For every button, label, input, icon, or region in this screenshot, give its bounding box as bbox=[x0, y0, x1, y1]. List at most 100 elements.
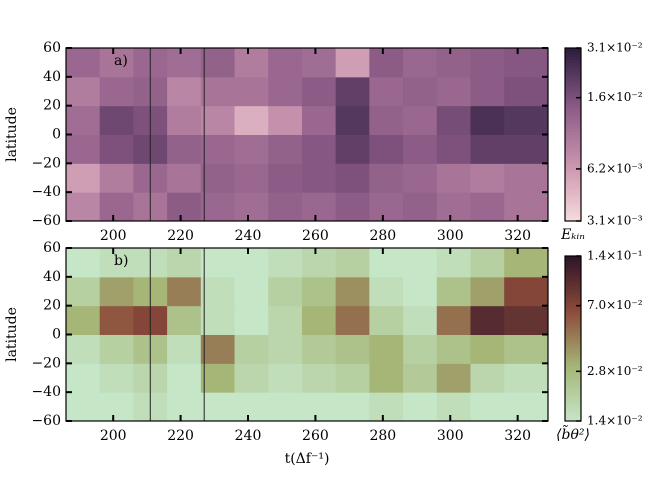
y-tick-label: 20 bbox=[43, 98, 61, 114]
colorbar-segment bbox=[565, 151, 581, 156]
colorbar-segment bbox=[565, 297, 581, 301]
colorbar-segment bbox=[565, 294, 581, 298]
heatmap-cell bbox=[403, 334, 438, 364]
colorbar-segment bbox=[565, 48, 581, 52]
heatmap-cell bbox=[403, 363, 438, 393]
y-tick-label: 40 bbox=[43, 269, 61, 285]
heatmap-cell bbox=[234, 248, 269, 278]
colorbar-segment bbox=[565, 174, 581, 179]
colorbar-tick-label: 3.1×10⁻² bbox=[587, 41, 643, 55]
heatmap-cell bbox=[504, 192, 549, 222]
heatmap-cell bbox=[268, 163, 303, 193]
heatmap-cell bbox=[66, 305, 101, 335]
heatmap-cell bbox=[167, 163, 202, 193]
y-tick-label: −60 bbox=[31, 213, 61, 229]
colorbar-segment bbox=[565, 327, 581, 331]
y-tick-label: −20 bbox=[31, 355, 61, 371]
colorbar-segment bbox=[565, 94, 581, 98]
colorbar-segment bbox=[565, 105, 581, 110]
x-tick-label: 280 bbox=[369, 228, 396, 244]
heatmap-cell bbox=[200, 48, 236, 78]
heatmap-cell bbox=[301, 305, 337, 335]
heatmap-cell bbox=[369, 363, 404, 393]
colorbar-segment bbox=[565, 256, 581, 260]
heatmap-cell bbox=[99, 276, 134, 307]
colorbar-segment bbox=[565, 363, 581, 367]
heatmap-cell bbox=[167, 276, 202, 307]
colorbar-segment bbox=[565, 330, 581, 334]
heatmap-cell bbox=[99, 334, 134, 364]
x-tick-label: 220 bbox=[167, 228, 194, 244]
colorbar-segment bbox=[565, 85, 581, 89]
colorbar-segment bbox=[565, 352, 581, 356]
heatmap-cell bbox=[268, 276, 303, 307]
heatmap-cell bbox=[66, 105, 101, 135]
colorbar-segment bbox=[565, 154, 581, 159]
heatmap-cell bbox=[66, 76, 101, 107]
colorbar-segment bbox=[565, 180, 581, 185]
colorbar-segment bbox=[565, 212, 581, 216]
heatmap-cell bbox=[369, 392, 404, 422]
heatmap-cell bbox=[200, 276, 236, 307]
heatmap-cell bbox=[369, 305, 404, 335]
heatmap-cell bbox=[99, 76, 134, 107]
heatmap-cell bbox=[200, 248, 236, 278]
colorbar-segment bbox=[565, 313, 581, 317]
heatmap-cell bbox=[301, 134, 337, 164]
colorbar-frame bbox=[564, 255, 582, 422]
heatmap-cell bbox=[504, 334, 549, 364]
heatmap-cell bbox=[470, 134, 505, 164]
colorbar-segment bbox=[565, 73, 581, 78]
heatmap-cell bbox=[470, 248, 505, 278]
colorbar-segment bbox=[565, 177, 581, 182]
heatmap-cell bbox=[335, 134, 370, 164]
colorbar-segment bbox=[565, 186, 581, 190]
heatmap-cell bbox=[403, 163, 438, 193]
heatmap-cell bbox=[436, 363, 471, 393]
heatmap-cell bbox=[335, 305, 370, 335]
y-tick-label: 60 bbox=[43, 40, 61, 56]
heatmap-cell bbox=[335, 163, 370, 193]
colorbar-tick-label: 1.6×10⁻² bbox=[587, 90, 643, 104]
colorbar-segment bbox=[565, 382, 581, 386]
y-tick-label: −40 bbox=[31, 384, 61, 400]
colorbar-segment bbox=[565, 311, 581, 315]
colorbar-segment bbox=[565, 308, 581, 312]
heatmap-cell bbox=[403, 248, 438, 278]
heatmap-cell bbox=[234, 163, 269, 193]
colorbar-segment bbox=[565, 407, 581, 411]
heatmap-cell bbox=[167, 248, 202, 278]
colorbar-segment bbox=[565, 97, 581, 101]
x-tick-label: 300 bbox=[437, 428, 464, 444]
heatmap-cell bbox=[200, 76, 236, 107]
heatmap-cell bbox=[470, 192, 505, 222]
heatmap-cell bbox=[504, 248, 549, 278]
heatmap-cell bbox=[403, 48, 438, 78]
heatmap-cell bbox=[99, 48, 134, 78]
heatmap-cell bbox=[66, 248, 101, 278]
colorbar-segment bbox=[565, 131, 581, 135]
colorbar-segment bbox=[565, 377, 581, 381]
heatmap-cell bbox=[403, 134, 438, 164]
colorbar-segment bbox=[565, 289, 581, 293]
colorbar-segment bbox=[565, 88, 581, 92]
heatmap-cell bbox=[301, 363, 337, 393]
colorbar-segment bbox=[565, 291, 581, 295]
heatmap-cell bbox=[268, 334, 303, 364]
colorbar-segment bbox=[565, 366, 581, 370]
colorbar-segment bbox=[565, 393, 581, 397]
heatmap-cell bbox=[403, 105, 438, 135]
heatmap-cell bbox=[504, 276, 549, 307]
heatmap-cell bbox=[504, 105, 549, 135]
x-tick-label: 240 bbox=[235, 428, 262, 444]
colorbar-tick-label: 1.4×10⁻¹ bbox=[587, 249, 643, 263]
heatmap-cell bbox=[99, 305, 134, 335]
heatmap-cell bbox=[234, 105, 269, 135]
colorbar-segment bbox=[565, 195, 581, 199]
colorbar-segment bbox=[565, 360, 581, 364]
colorbar-segment bbox=[565, 404, 581, 408]
colorbar-segment bbox=[565, 333, 581, 337]
heatmap-cell bbox=[167, 334, 202, 364]
heatmap-cell bbox=[301, 248, 337, 278]
heatmap-cell bbox=[436, 305, 471, 335]
